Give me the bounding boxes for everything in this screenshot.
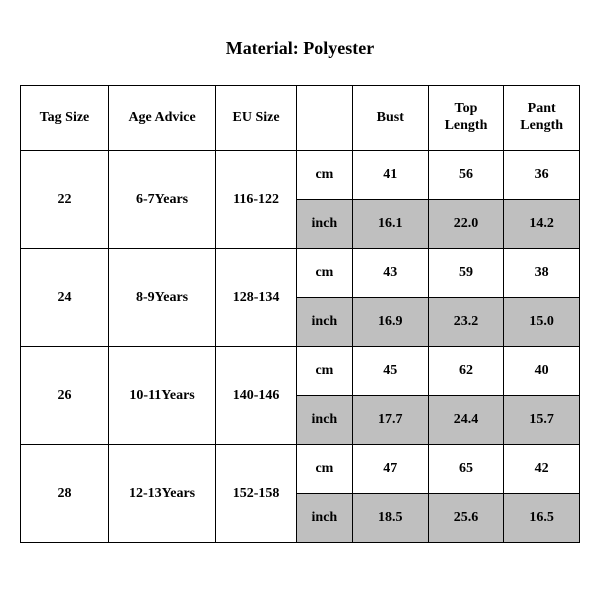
cell-top-length: 59	[428, 249, 504, 298]
cell-tag-size: 22	[21, 151, 109, 249]
page-title: Material: Polyester	[20, 38, 580, 59]
cell-pant-length: 36	[504, 151, 580, 200]
cell-pant-length: 38	[504, 249, 580, 298]
cell-unit-cm: cm	[296, 445, 352, 494]
cell-bust: 18.5	[352, 494, 428, 543]
cell-unit-inch: inch	[296, 298, 352, 347]
cell-age-advice: 10-11Years	[108, 347, 215, 445]
cell-age-advice: 8-9Years	[108, 249, 215, 347]
cell-pant-length: 15.0	[504, 298, 580, 347]
cell-eu-size: 116-122	[216, 151, 297, 249]
cell-top-length: 62	[428, 347, 504, 396]
cell-top-length: 23.2	[428, 298, 504, 347]
cell-eu-size: 128-134	[216, 249, 297, 347]
cell-unit-inch: inch	[296, 200, 352, 249]
cell-bust: 16.9	[352, 298, 428, 347]
cell-tag-size: 28	[21, 445, 109, 543]
col-bust: Bust	[352, 86, 428, 151]
col-eu-size: EU Size	[216, 86, 297, 151]
col-unit	[296, 86, 352, 151]
cell-unit-inch: inch	[296, 396, 352, 445]
cell-unit-cm: cm	[296, 249, 352, 298]
cell-unit-cm: cm	[296, 347, 352, 396]
cell-bust: 16.1	[352, 200, 428, 249]
table-row: 22 6-7Years 116-122 cm 41 56 36	[21, 151, 580, 200]
col-pant-length: PantLength	[504, 86, 580, 151]
table-row: 28 12-13Years 152-158 cm 47 65 42	[21, 445, 580, 494]
cell-bust: 41	[352, 151, 428, 200]
cell-pant-length: 15.7	[504, 396, 580, 445]
col-top-length: TopLength	[428, 86, 504, 151]
cell-unit-cm: cm	[296, 151, 352, 200]
cell-top-length: 24.4	[428, 396, 504, 445]
cell-pant-length: 14.2	[504, 200, 580, 249]
cell-bust: 45	[352, 347, 428, 396]
cell-eu-size: 152-158	[216, 445, 297, 543]
cell-bust: 43	[352, 249, 428, 298]
col-age-advice: Age Advice	[108, 86, 215, 151]
col-tag-size: Tag Size	[21, 86, 109, 151]
cell-top-length: 22.0	[428, 200, 504, 249]
cell-age-advice: 6-7Years	[108, 151, 215, 249]
cell-bust: 17.7	[352, 396, 428, 445]
cell-top-length: 25.6	[428, 494, 504, 543]
cell-pant-length: 16.5	[504, 494, 580, 543]
cell-pant-length: 42	[504, 445, 580, 494]
table-header-row: Tag Size Age Advice EU Size Bust TopLeng…	[21, 86, 580, 151]
cell-tag-size: 26	[21, 347, 109, 445]
cell-pant-length: 40	[504, 347, 580, 396]
cell-top-length: 65	[428, 445, 504, 494]
size-table: Tag Size Age Advice EU Size Bust TopLeng…	[20, 85, 580, 543]
cell-unit-inch: inch	[296, 494, 352, 543]
cell-top-length: 56	[428, 151, 504, 200]
cell-eu-size: 140-146	[216, 347, 297, 445]
cell-age-advice: 12-13Years	[108, 445, 215, 543]
cell-tag-size: 24	[21, 249, 109, 347]
table-row: 24 8-9Years 128-134 cm 43 59 38	[21, 249, 580, 298]
table-row: 26 10-11Years 140-146 cm 45 62 40	[21, 347, 580, 396]
cell-bust: 47	[352, 445, 428, 494]
